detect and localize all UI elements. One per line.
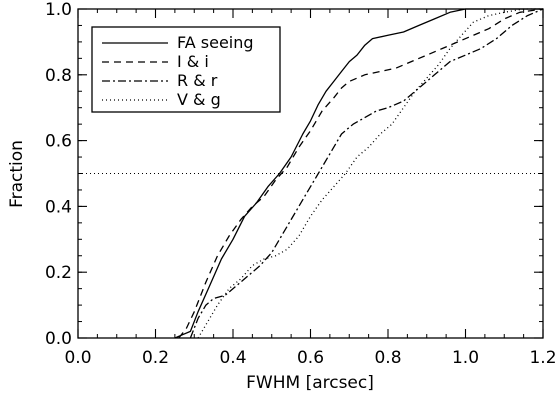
y-tick-label: 0.4 bbox=[45, 197, 72, 217]
x-tick-label: 0.2 bbox=[142, 348, 169, 368]
axis-tick-labels: 0.0 0.2 0.4 0.6 0.8 1.0 1.2 0.0 0.2 0.4 0.6 0.8 1.0 bbox=[45, 0, 557, 368]
x-axis-title: FWHM [arcsec] bbox=[246, 373, 374, 393]
x-tick-label: 0.0 bbox=[64, 348, 91, 368]
series-line-i bbox=[178, 8, 544, 339]
y-tick-label: 0.8 bbox=[45, 66, 72, 86]
x-tick-label: 0.4 bbox=[219, 348, 246, 368]
series-line-r bbox=[189, 8, 544, 339]
y-tick-label: 1.0 bbox=[45, 0, 72, 20]
y-tick-label: 0.6 bbox=[45, 132, 72, 152]
x-tick-label: 0.6 bbox=[297, 348, 324, 368]
legend-label-i: I & i bbox=[177, 52, 209, 71]
series-line-v bbox=[197, 8, 543, 339]
legend-box bbox=[91, 26, 281, 113]
y-tick-label: 0.2 bbox=[45, 263, 72, 283]
legend-label-r: R & r bbox=[177, 71, 218, 90]
x-tick-label: 1.0 bbox=[452, 348, 479, 368]
legend-label-v: V & g bbox=[177, 90, 221, 109]
x-tick-label: 1.2 bbox=[529, 348, 556, 368]
series-line-fa-seeing bbox=[174, 8, 543, 339]
x-tick-label: 0.8 bbox=[374, 348, 401, 368]
y-tick-label: 0.0 bbox=[45, 329, 72, 349]
legend-label-fa-seeing: FA seeing bbox=[177, 33, 254, 52]
y-axis-title: Fraction bbox=[7, 140, 27, 208]
legend: FA seeing I & i R & r V & g bbox=[91, 26, 281, 113]
series-lines bbox=[174, 8, 544, 339]
